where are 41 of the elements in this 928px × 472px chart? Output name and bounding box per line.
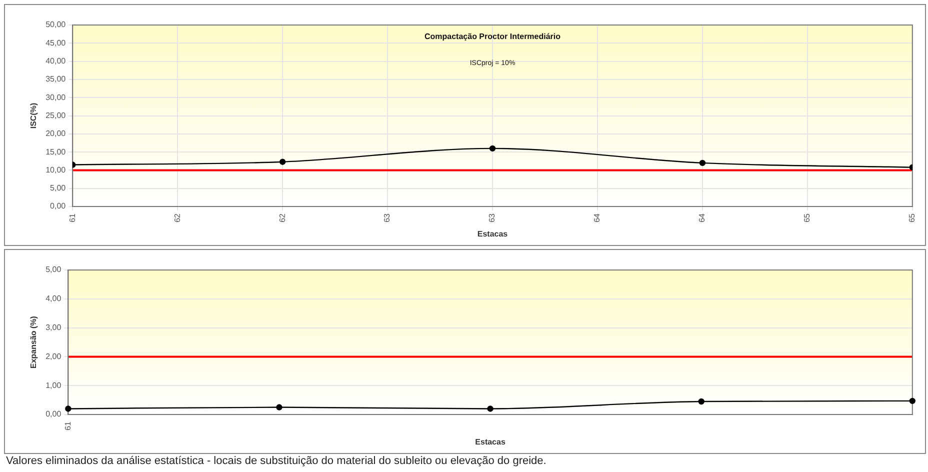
text: Valores eliminados da análise estatística - locais de substituição do material do subleito ou elevação do greide. [6, 455, 546, 467]
text: Compactação Proctor Intermediário [424, 32, 561, 41]
x-axis-title: Estacas [477, 229, 508, 238]
x-tick-label: 65 [802, 212, 812, 222]
y-tick-label: 35,00 [46, 74, 66, 84]
x-tick-label: 63 [382, 212, 392, 222]
point [489, 145, 496, 152]
x-tick-label: 62 [278, 212, 287, 222]
y-tick-label: 25,00 [46, 110, 66, 120]
y-tick-label: 45,00 [46, 38, 66, 48]
point [65, 406, 72, 412]
point [699, 160, 706, 166]
point [279, 158, 286, 165]
y-tick-label: 2,00 [46, 352, 62, 361]
x-tick-label: 64 [698, 212, 707, 222]
x-tick-label: 61 [63, 420, 72, 430]
y-tick-label: 50,00 [46, 20, 66, 30]
y-tick-label: 15,00 [46, 147, 66, 156]
x-tick-label: 61 [68, 212, 77, 222]
y-axis-title: Expansão (%) [29, 316, 38, 368]
x-axis-title: Estacas [475, 437, 506, 446]
y-tick-label: 5,00 [50, 184, 66, 193]
y-tick-label: 40,00 [46, 56, 66, 66]
y-tick-label: 0,00 [50, 202, 66, 211]
y-tick-label: 30,00 [46, 92, 66, 102]
y-axis-title: ISC(%) [29, 102, 38, 129]
x-tick-label: 64 [592, 212, 602, 222]
y-tick-label: 4,00 [46, 294, 62, 304]
y-tick-label: 5,00 [46, 265, 62, 274]
x-tick-label: 65 [908, 212, 917, 222]
x-tick-label: 63 [488, 212, 497, 222]
y-tick-label: 0,00 [46, 410, 62, 419]
point [698, 398, 704, 405]
x-tick-label: 62 [172, 212, 182, 222]
y-tick-label: 3,00 [46, 323, 62, 332]
y-tick-label: 20,00 [46, 129, 66, 138]
point [909, 398, 916, 404]
y-tick-label: 1,00 [46, 380, 62, 390]
point [276, 404, 282, 410]
point [487, 406, 494, 412]
y-tick-label: 10,00 [46, 165, 66, 174]
